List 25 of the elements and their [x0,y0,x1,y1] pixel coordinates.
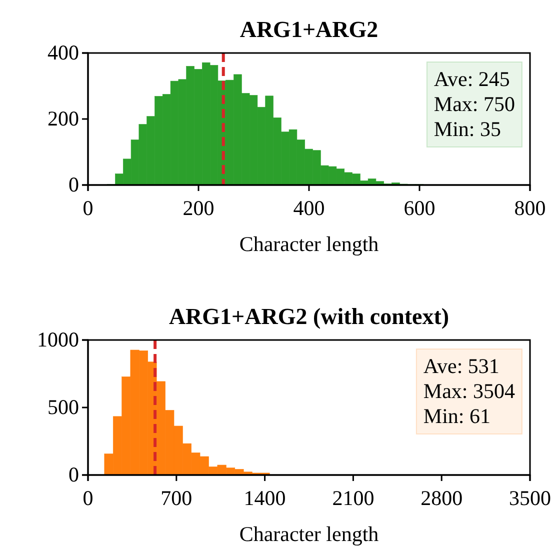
x-tick-label: 3500 [509,486,551,510]
x-tick-label: 200 [182,196,214,220]
x-tick-label: 1400 [244,486,286,510]
annotation: Min: 61 [423,404,491,428]
x-tick-label: 2800 [420,486,463,510]
x-tick-label: 800 [514,196,546,220]
y-tick-label: 400 [48,40,79,65]
x-tick-label: 2100 [332,486,374,510]
x-axis-title: Character length [239,232,380,256]
annotation: Ave: 531 [423,354,500,378]
chart-title: ARG1+ARG2 [240,17,378,42]
y-tick-label: 200 [48,106,79,131]
x-tick-label: 600 [404,196,436,220]
chart-title: ARG1+ARG2 (with context) [168,304,450,329]
annotation: Min: 35 [434,117,502,141]
y-tick-label: 1000 [37,328,79,352]
y-tick-label: 0 [68,172,79,197]
y-tick-label: 0 [68,462,79,487]
x-tick-label: 700 [160,486,192,510]
annotation: Max: 750 [434,92,515,116]
x-axis-title: Character length [239,522,380,546]
annotation: Ave: 245 [434,67,510,91]
y-tick-label: 500 [48,395,79,420]
x-tick-label: 400 [293,196,325,220]
annotation: Max: 3504 [423,379,516,403]
